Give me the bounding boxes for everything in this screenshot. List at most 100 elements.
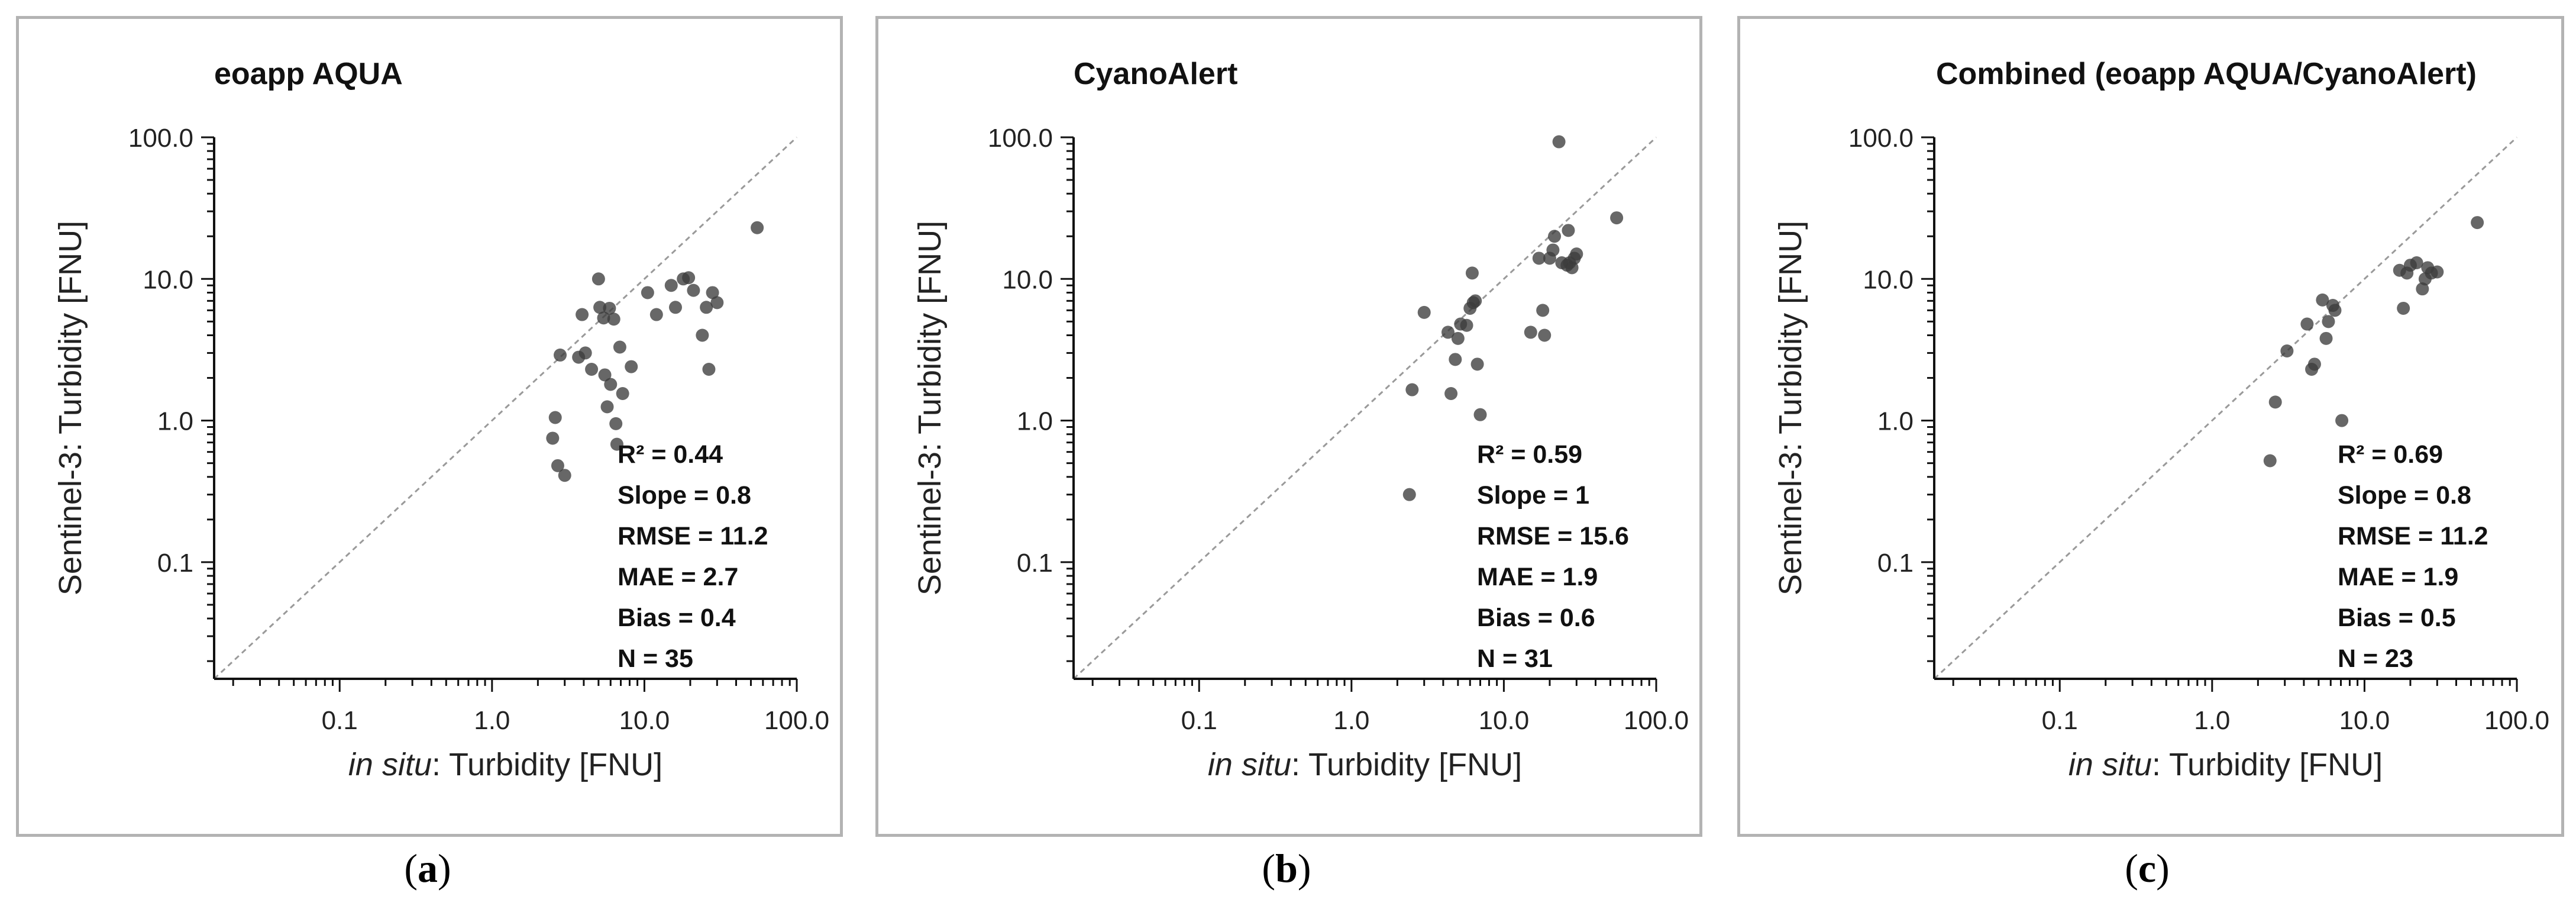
panel-a-title: eoapp AQUA xyxy=(214,57,403,91)
panel-b-caption: (b) xyxy=(1262,846,1311,891)
panel-a-y-tick-label: 0.1 xyxy=(157,549,193,578)
panel-b-data-point xyxy=(1449,353,1462,366)
panel-a-data-point xyxy=(706,286,719,299)
panel-b-data-point xyxy=(1405,383,1419,397)
panel-b-data-point xyxy=(1444,387,1458,401)
panel-c-y-tick-label: 1.0 xyxy=(1877,407,1914,436)
panel-b-y-tick-label: 10.0 xyxy=(1002,265,1053,294)
panel-a-data-point xyxy=(551,459,564,472)
panel-a-data-point xyxy=(625,360,638,373)
panel-b-label: b xyxy=(1275,846,1298,891)
panel-c-data-point xyxy=(2410,256,2423,270)
panel-c-x-tick-label: 1.0 xyxy=(2194,706,2230,735)
panel-a-one-to-one-line xyxy=(213,136,798,680)
panel-a-data-point xyxy=(585,363,599,376)
panel-a-data-point xyxy=(593,301,607,314)
panel-c-y-axis-label: Sentinel-3: Turbidity [FNU] xyxy=(1773,221,1808,595)
panel-c-stat-line: RMSE = 11.2 xyxy=(2338,522,2488,550)
panel-c-one-to-one-line xyxy=(1933,136,2518,680)
panel-a-data-point xyxy=(578,346,592,360)
panel-a-frame xyxy=(16,16,843,837)
panel-b-y-tick-label: 1.0 xyxy=(1017,407,1053,436)
panel-b-data-point xyxy=(1473,408,1487,421)
panel-c-data-point xyxy=(2268,395,2282,409)
panel-b-data-point xyxy=(1610,211,1624,225)
panel-b-stat-line: Slope = 1 xyxy=(1477,481,1589,510)
panel-b-one-to-one-line xyxy=(1072,136,1657,680)
panel-b-data-point xyxy=(1548,230,1562,243)
panel-b-stat-line: N = 31 xyxy=(1477,644,1553,673)
panel-c-x-tick-label: 100.0 xyxy=(2484,706,2549,735)
panel-a-data-point xyxy=(710,296,724,310)
panel-a-data-point xyxy=(609,417,623,430)
panel-b-stat-line: R² = 0.59 xyxy=(1477,440,1582,469)
panel-a-stat-line: R² = 0.44 xyxy=(618,440,723,469)
panel-a-data-point xyxy=(607,312,620,326)
panel-b-x-tick-label: 1.0 xyxy=(1333,706,1369,735)
panel-b-data-point xyxy=(1524,326,1537,339)
panel-a-data-point xyxy=(649,308,663,321)
panel-b-data-point xyxy=(1469,294,1482,308)
panel-a-stat-line: MAE = 2.7 xyxy=(618,563,738,591)
panel-c-y-tick-label: 100.0 xyxy=(1848,124,1914,153)
panel-b-stat-line: MAE = 1.9 xyxy=(1477,563,1598,591)
panel-c-x-axis-label-italic: in situ xyxy=(2068,747,2152,782)
panel-a-data-point xyxy=(576,308,589,321)
panel-c-x-tick-label: 10.0 xyxy=(2339,706,2390,735)
panel-c-data-point xyxy=(2322,315,2335,328)
panel-b-y-axis-label: Sentinel-3: Turbidity [FNU] xyxy=(912,221,948,595)
panel-a-data-point xyxy=(687,283,700,297)
panel-c-data-point xyxy=(2471,216,2484,230)
panel-b-x-axis-label: in situ: Turbidity [FNU] xyxy=(1208,747,1522,782)
panel-a-data-point xyxy=(682,271,696,285)
panel-a-data-point xyxy=(610,437,623,451)
panel-c-stat-line: N = 23 xyxy=(2338,644,2413,673)
panel-a-y-tick-label: 10.0 xyxy=(143,265,193,294)
panel-a-data-point xyxy=(613,340,626,354)
panel-a-stat-line: RMSE = 11.2 xyxy=(618,522,768,550)
panel-c-stat-line: R² = 0.69 xyxy=(2338,440,2443,469)
panel-a-data-point xyxy=(604,378,618,391)
panel-c-data-point xyxy=(2416,282,2429,296)
panel-c-data-point xyxy=(2319,331,2333,345)
panel-b-data-point xyxy=(1460,318,1473,332)
panel-b-y-tick-label: 100.0 xyxy=(988,124,1053,153)
panel-a-caption: (a) xyxy=(404,846,451,891)
panel-b-x-tick-label: 10.0 xyxy=(1479,706,1530,735)
panel-a-data-point xyxy=(696,328,709,342)
panel-c-data-point xyxy=(2430,265,2444,279)
panel-b-stat-line: RMSE = 15.6 xyxy=(1477,522,1629,550)
panel-c-y-tick-label: 0.1 xyxy=(1877,549,1914,578)
panel-b-stat-line: Bias = 0.6 xyxy=(1477,604,1595,632)
panel-a-data-point xyxy=(603,301,616,315)
panel-a-data-point xyxy=(558,469,571,482)
panel-a-label: a xyxy=(418,846,438,891)
panel-c-y-tick-label: 10.0 xyxy=(1863,265,1914,294)
panel-a-data-point xyxy=(702,363,716,376)
panel-c-data-point xyxy=(2263,454,2277,468)
panel-a-x-axis-label-rest: : Turbidity [FNU] xyxy=(432,747,662,782)
panel-b-data-point xyxy=(1546,243,1560,257)
panel-b-x-axis-label-rest: : Turbidity [FNU] xyxy=(1291,747,1522,782)
panel-c-x-axis-label: in situ: Turbidity [FNU] xyxy=(2068,747,2383,782)
panel-b-title: CyanoAlert xyxy=(1074,57,1237,91)
panel-c-data-point xyxy=(2316,293,2329,307)
panel-a-data-point xyxy=(751,221,764,234)
panel-c-data-point xyxy=(2397,301,2410,315)
panel-a-data-point xyxy=(548,411,562,424)
panel-c-data-point xyxy=(2300,317,2314,331)
panel-b-data-point xyxy=(1552,135,1566,149)
panel-c-label: c xyxy=(2138,846,2157,891)
panel-b-x-tick-label: 100.0 xyxy=(1624,706,1689,735)
panel-a-stat-line: N = 35 xyxy=(618,644,693,673)
panel-a-data-point xyxy=(616,387,629,401)
panel-b-data-point xyxy=(1570,247,1583,261)
panel-c-caption: (c) xyxy=(2125,846,2170,891)
panel-a-stat-line: Slope = 0.8 xyxy=(618,481,751,510)
panel-b-x-axis-label-italic: in situ xyxy=(1208,747,1291,782)
panel-a-data-point xyxy=(597,311,610,325)
panel-b-data-point xyxy=(1417,305,1431,319)
panel-a-data-point xyxy=(641,286,654,299)
panel-b-data-point xyxy=(1441,326,1455,339)
